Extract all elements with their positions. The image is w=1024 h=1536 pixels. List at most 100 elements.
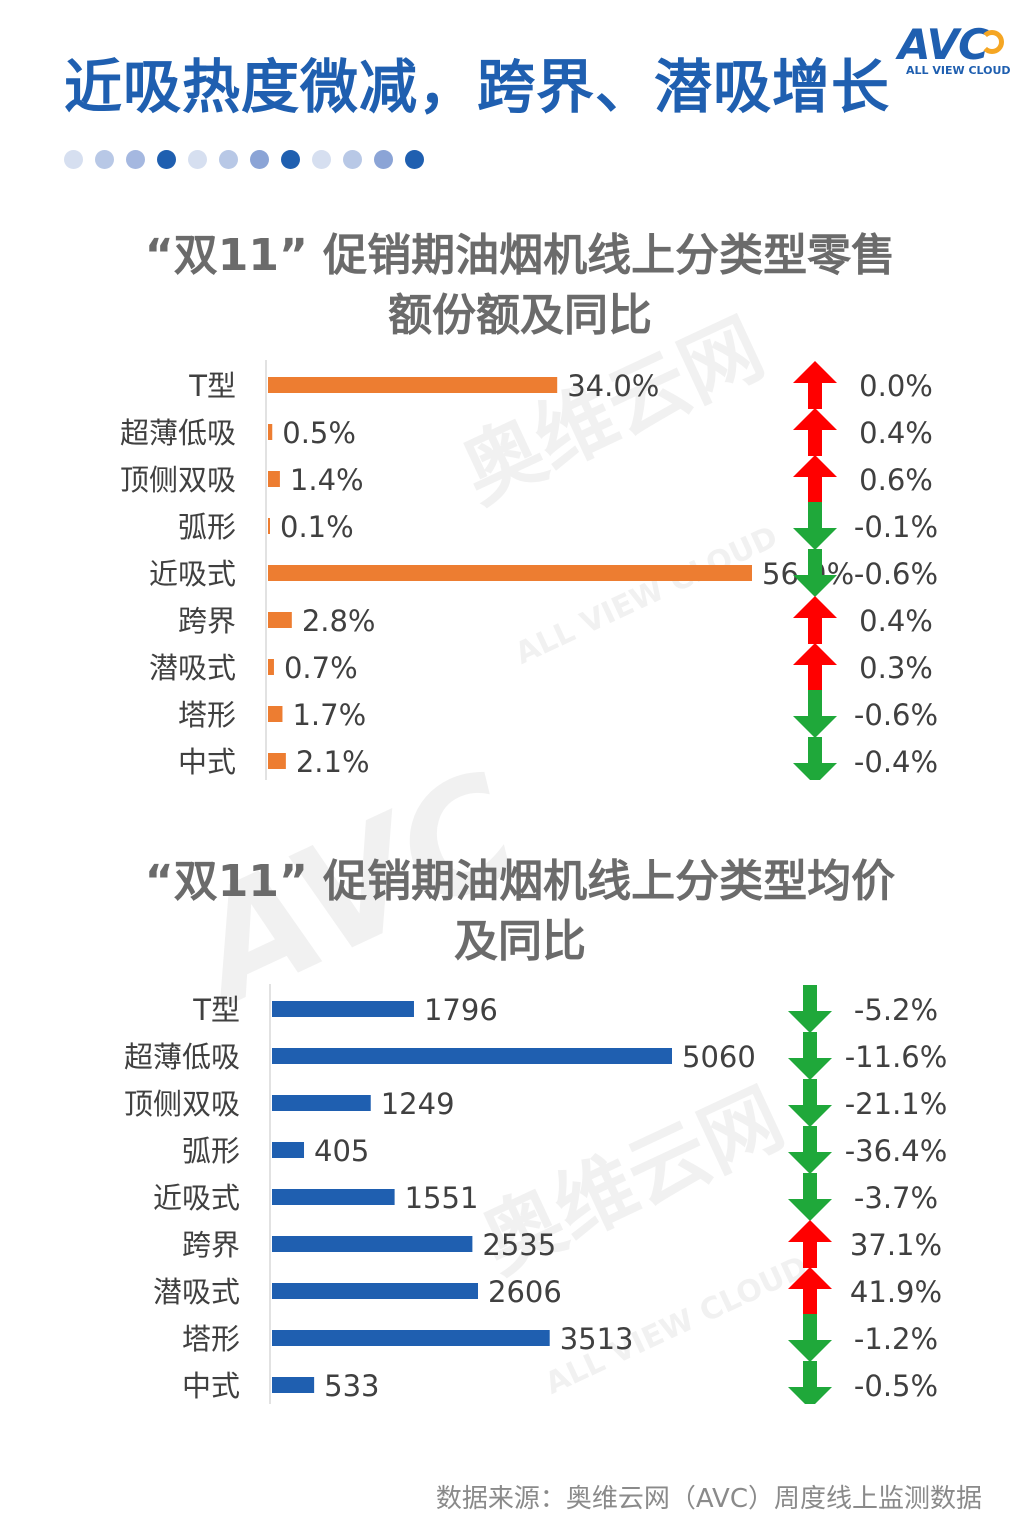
decorative-dot bbox=[95, 150, 114, 169]
bar bbox=[272, 1142, 305, 1158]
arrow-up-icon bbox=[793, 596, 837, 644]
arrow-up-icon bbox=[793, 643, 837, 691]
data-source-note: 数据来源：奥维云网（AVC）周度线上监测数据 bbox=[435, 1484, 982, 1514]
bar bbox=[268, 612, 292, 628]
category-label: 塔形 bbox=[182, 1322, 240, 1356]
category-label: 潜吸式 bbox=[153, 1275, 240, 1309]
bar bbox=[272, 1048, 672, 1064]
arrow-down-icon bbox=[793, 690, 837, 738]
yoy-label: -0.1% bbox=[854, 510, 938, 544]
yoy-label: 37.1% bbox=[850, 1228, 942, 1262]
decorative-dot bbox=[312, 150, 331, 169]
logo-subtitle: ALL VIEW CLOUD bbox=[906, 64, 1011, 77]
arrow-down-icon bbox=[788, 1173, 832, 1221]
category-label: 弧形 bbox=[182, 1134, 240, 1168]
data-label: 1249 bbox=[381, 1087, 455, 1121]
yoy-label: -0.6% bbox=[854, 698, 938, 732]
price-chart-title-line2: 及同比 bbox=[454, 916, 586, 967]
arrow-down-icon bbox=[788, 1361, 832, 1404]
data-label: 1.4% bbox=[290, 463, 364, 497]
data-label: 0.1% bbox=[280, 510, 354, 544]
yoy-label: -0.6% bbox=[854, 557, 938, 591]
arrow-up-icon bbox=[793, 408, 837, 456]
category-label: 顶侧双吸 bbox=[120, 463, 236, 497]
category-label: T型 bbox=[192, 993, 240, 1027]
data-label: 34.0% bbox=[567, 369, 659, 403]
price-bar-chart: T型 1796 -5.2% 超薄低吸 5060 -11.6% 顶侧双吸 1249 -21.1% 弧… bbox=[124, 984, 948, 1404]
data-label: 2535 bbox=[482, 1228, 556, 1262]
yoy-label: -36.4% bbox=[845, 1134, 948, 1168]
bar bbox=[268, 706, 283, 722]
data-label: 5060 bbox=[682, 1040, 756, 1074]
arrow-up-icon bbox=[793, 455, 837, 503]
yoy-label: -3.7% bbox=[854, 1181, 938, 1215]
share-bar-chart: T型 34.0% 0.0% 超薄低吸 0.5% 0.4% 顶侧双吸 1.4% 0.6% 弧形 0.1… bbox=[120, 360, 938, 780]
yoy-label: 0.3% bbox=[859, 651, 933, 685]
category-label: 顶侧双吸 bbox=[124, 1087, 240, 1121]
logo-ring-icon bbox=[980, 30, 1004, 54]
logo-mark: AVC bbox=[898, 20, 989, 69]
decorative-dot bbox=[64, 150, 83, 169]
bar bbox=[268, 659, 274, 675]
price-chart-title: “双11” 促销期油烟机线上分类型均价 及同比 bbox=[60, 852, 980, 972]
decorative-dot bbox=[281, 150, 300, 169]
bar bbox=[272, 1236, 473, 1252]
decorative-dot bbox=[126, 150, 145, 169]
arrow-down-icon bbox=[793, 737, 837, 780]
bar bbox=[272, 1189, 395, 1205]
share-chart-title: “双11” 促销期油烟机线上分类型零售 额份额及同比 bbox=[60, 226, 980, 346]
category-label: 弧形 bbox=[178, 510, 236, 544]
yoy-label: -0.5% bbox=[854, 1369, 938, 1403]
share-chart-title-line1: “双11” 促销期油烟机线上分类型零售 bbox=[144, 230, 896, 281]
bar bbox=[272, 1001, 414, 1017]
decorative-dot bbox=[188, 150, 207, 169]
data-label: 2.1% bbox=[296, 745, 370, 779]
data-label: 2.8% bbox=[302, 604, 376, 638]
category-label: 塔形 bbox=[178, 698, 236, 732]
decorative-dot bbox=[250, 150, 269, 169]
arrow-down-icon bbox=[788, 1314, 832, 1362]
category-label: 跨界 bbox=[178, 604, 236, 638]
arrow-down-icon bbox=[793, 502, 837, 550]
category-label: 中式 bbox=[178, 745, 236, 779]
yoy-label: -11.6% bbox=[845, 1040, 948, 1074]
yoy-label: 0.6% bbox=[859, 463, 933, 497]
arrow-up-icon bbox=[788, 1220, 832, 1268]
arrow-up-icon bbox=[788, 1267, 832, 1315]
yoy-label: 0.4% bbox=[859, 416, 933, 450]
category-label: 近吸式 bbox=[153, 1181, 240, 1215]
price-chart-title-line1: “双11” 促销期油烟机线上分类型均价 bbox=[144, 856, 896, 907]
bar bbox=[268, 565, 752, 581]
category-label: T型 bbox=[188, 369, 236, 403]
data-label: 0.5% bbox=[282, 416, 356, 450]
decorative-dot bbox=[374, 150, 393, 169]
decorative-dot bbox=[343, 150, 362, 169]
category-label: 跨界 bbox=[182, 1228, 240, 1262]
data-label: 0.7% bbox=[284, 651, 358, 685]
data-label: 533 bbox=[324, 1369, 379, 1403]
arrow-down-icon bbox=[788, 1079, 832, 1127]
category-label: 中式 bbox=[182, 1369, 240, 1403]
yoy-label: 0.0% bbox=[859, 369, 933, 403]
bar bbox=[272, 1377, 315, 1393]
yoy-label: 0.4% bbox=[859, 604, 933, 638]
data-label: 1796 bbox=[424, 993, 498, 1027]
arrow-down-icon bbox=[788, 985, 832, 1033]
bar bbox=[272, 1095, 371, 1111]
share-chart-title-line2: 额份额及同比 bbox=[388, 290, 652, 341]
bar bbox=[268, 518, 270, 534]
decorative-dot bbox=[405, 150, 424, 169]
category-label: 近吸式 bbox=[149, 557, 236, 591]
page-title: 近吸热度微减，跨界、潜吸增长 bbox=[64, 53, 891, 121]
arrow-down-icon bbox=[793, 549, 837, 597]
data-label: 405 bbox=[314, 1134, 369, 1168]
yoy-label: -5.2% bbox=[854, 993, 938, 1027]
decorative-dot bbox=[219, 150, 238, 169]
yoy-label: -21.1% bbox=[845, 1087, 948, 1121]
data-label: 3513 bbox=[560, 1322, 634, 1356]
arrow-down-icon bbox=[788, 1126, 832, 1174]
decorative-dot-row bbox=[64, 150, 424, 169]
data-label: 1551 bbox=[405, 1181, 479, 1215]
bar bbox=[268, 377, 558, 393]
yoy-label: -1.2% bbox=[854, 1322, 938, 1356]
